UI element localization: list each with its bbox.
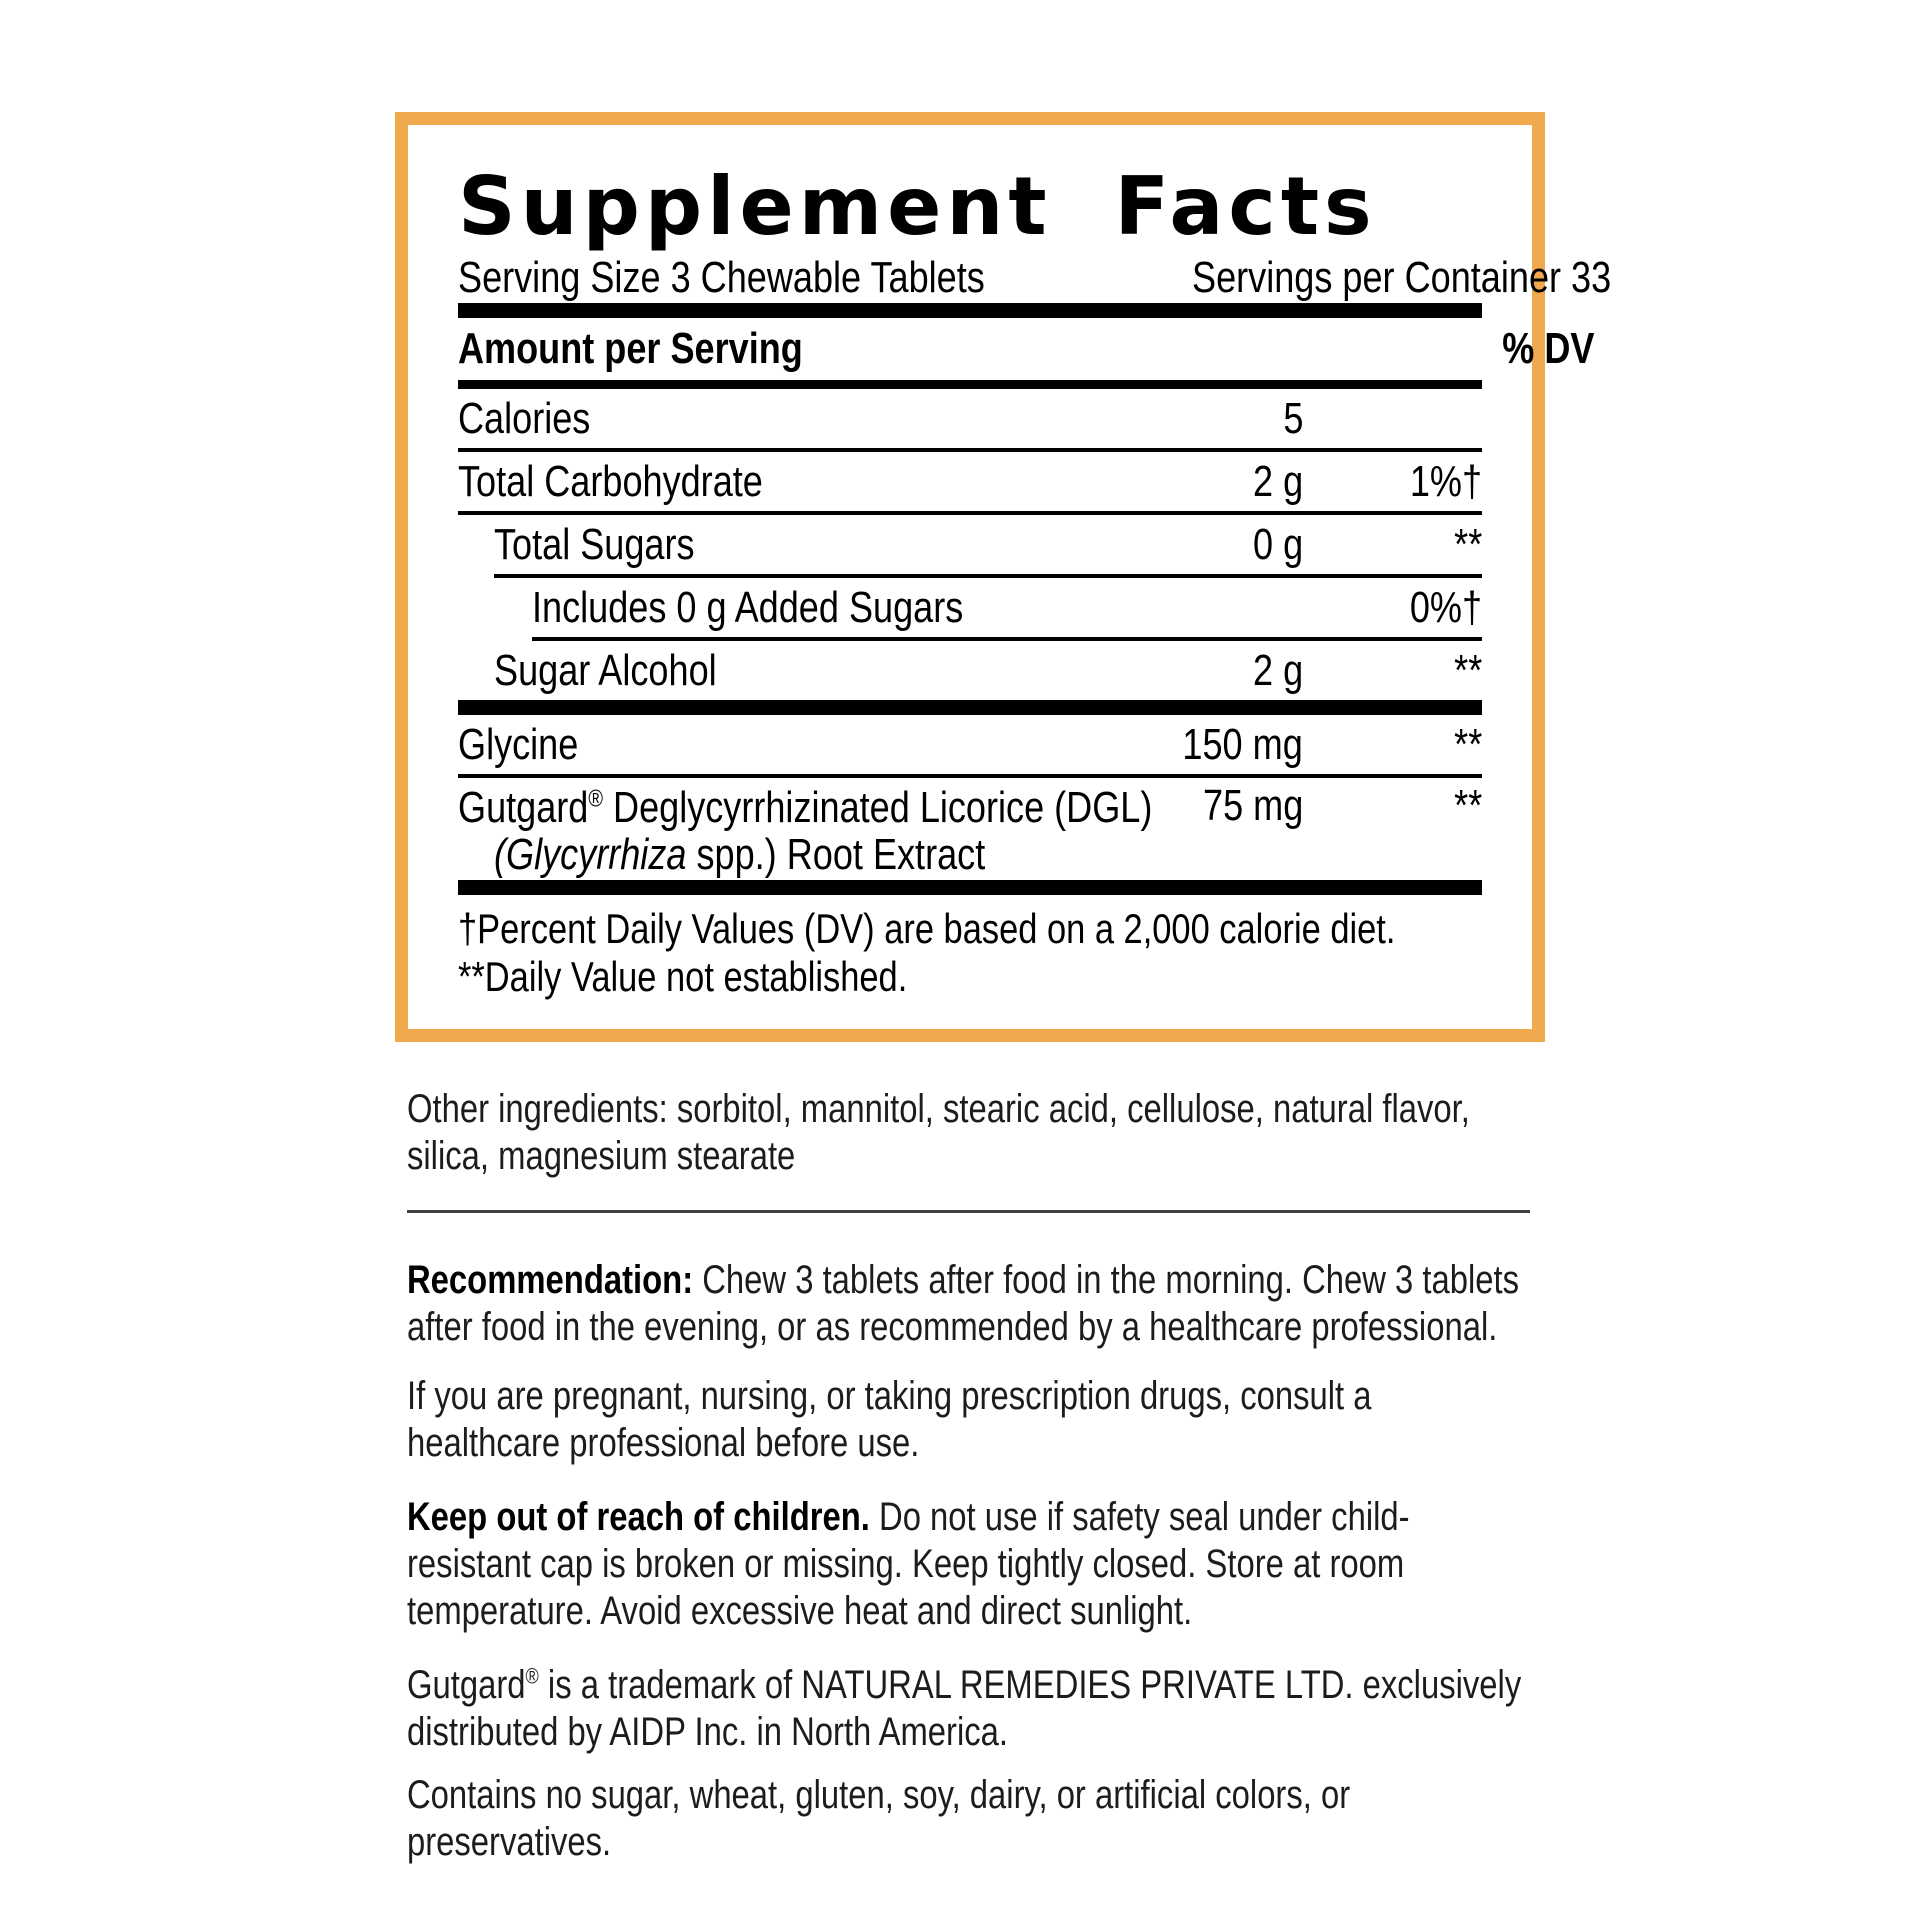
row-amount: 150 mg bbox=[1182, 720, 1303, 769]
row-divider bbox=[458, 448, 1482, 452]
table-row-total-carbohydrate: Total Carbohydrate 2 g 1%† bbox=[458, 452, 1482, 511]
separator-bar-thick bbox=[458, 880, 1482, 895]
row-name: Includes 0 g Added Sugars bbox=[532, 583, 964, 632]
row-name: Glycine bbox=[458, 720, 579, 769]
other-ingredients-text: Other ingredients: sorbitol, mannitol, s… bbox=[407, 1087, 1470, 1178]
serving-info-row: Serving Size 3 Chewable Tablets Servings… bbox=[458, 253, 1612, 303]
registered-mark: ® bbox=[525, 1663, 539, 1689]
row-amount: 2 g bbox=[1252, 457, 1303, 506]
row-dv: 0%† bbox=[1409, 583, 1482, 632]
label-details-section: Other ingredients: sorbitol, mannitol, s… bbox=[407, 1086, 1530, 1866]
row-divider-indented bbox=[494, 574, 1482, 578]
children-warning-text: Do not use if safety seal under child-re… bbox=[407, 1495, 1410, 1633]
table-row-gutgard-dgl: Gutgard® Deglycyrrhizinated Licorice (DG… bbox=[458, 778, 1482, 880]
row-amount: 0 g bbox=[1252, 520, 1303, 569]
separator-bar-thick bbox=[458, 303, 1482, 318]
row-name: Sugar Alcohol bbox=[494, 646, 717, 695]
servings-per-container-text: Servings per Container 33 bbox=[1192, 253, 1612, 302]
row-name: Calories bbox=[458, 394, 591, 443]
table-row-sugar-alcohol: Sugar Alcohol 2 g ** bbox=[458, 641, 1482, 700]
amount-per-serving-header: Amount per Serving bbox=[458, 324, 803, 373]
row-amount: 5 bbox=[1282, 394, 1303, 443]
row-amount: 75 mg bbox=[1202, 781, 1303, 830]
separator-bar-thick bbox=[458, 700, 1482, 715]
row-name: Gutgard® Deglycyrrhizinated Licorice (DG… bbox=[458, 783, 1153, 832]
serving-size-text: Serving Size 3 Chewable Tablets bbox=[458, 253, 985, 302]
row-divider bbox=[458, 511, 1482, 515]
footnote-not-established: **Daily Value not established. bbox=[458, 953, 908, 1000]
percent-dv-header: % DV bbox=[1502, 324, 1595, 373]
pregnancy-warning-paragraph: If you are pregnant, nursing, or taking … bbox=[407, 1374, 1372, 1465]
row-dv: ** bbox=[1453, 520, 1482, 569]
row-dv: ** bbox=[1453, 720, 1482, 769]
row-dv: ** bbox=[1453, 646, 1482, 695]
row-name: Total Carbohydrate bbox=[458, 457, 763, 506]
recommendation-text: Chew 3 tablets after food in the morning… bbox=[407, 1258, 1520, 1349]
trademark-paragraph: Gutgard® is a trademark of NATURAL REMED… bbox=[407, 1663, 1522, 1754]
table-row-glycine: Glycine 150 mg ** bbox=[458, 715, 1482, 774]
table-row-total-sugars: Total Sugars 0 g ** bbox=[458, 515, 1482, 574]
supplement-facts-panel: Supplement Facts Serving Size 3 Chewable… bbox=[395, 112, 1612, 1042]
row-name: Total Sugars bbox=[494, 520, 695, 569]
recommendation-label: Recommendation: bbox=[407, 1258, 694, 1302]
table-header-row: Amount per Serving % DV bbox=[458, 318, 1594, 380]
footnote-daily-values: †Percent Daily Values (DV) are based on … bbox=[458, 905, 1396, 952]
row-divider bbox=[458, 774, 1482, 778]
children-warning-label: Keep out of reach of children. bbox=[407, 1495, 870, 1539]
recommendation-paragraph: Recommendation: Chew 3 tablets after foo… bbox=[407, 1257, 1530, 1351]
table-row-calories: Calories 5 bbox=[458, 389, 1482, 448]
supplement-facts-title: Supplement Facts bbox=[458, 160, 1377, 253]
allergen-statement: Contains no sugar, wheat, gluten, soy, d… bbox=[407, 1773, 1351, 1864]
row-divider-indented bbox=[532, 637, 1482, 641]
children-warning-paragraph: Keep out of reach of children. Do not us… bbox=[407, 1494, 1530, 1635]
registered-mark: ® bbox=[588, 785, 603, 813]
separator-bar-medium bbox=[458, 380, 1482, 389]
footnotes: †Percent Daily Values (DV) are based on … bbox=[458, 905, 1482, 1001]
row-name-line2: (Glycyrrhiza spp.) Root Extract bbox=[494, 830, 986, 879]
row-amount: 2 g bbox=[1252, 646, 1303, 695]
row-dv: ** bbox=[1453, 781, 1482, 830]
row-dv: 1%† bbox=[1409, 457, 1482, 506]
table-row-added-sugars: Includes 0 g Added Sugars 0%† bbox=[458, 578, 1482, 637]
section-divider bbox=[407, 1210, 1530, 1213]
